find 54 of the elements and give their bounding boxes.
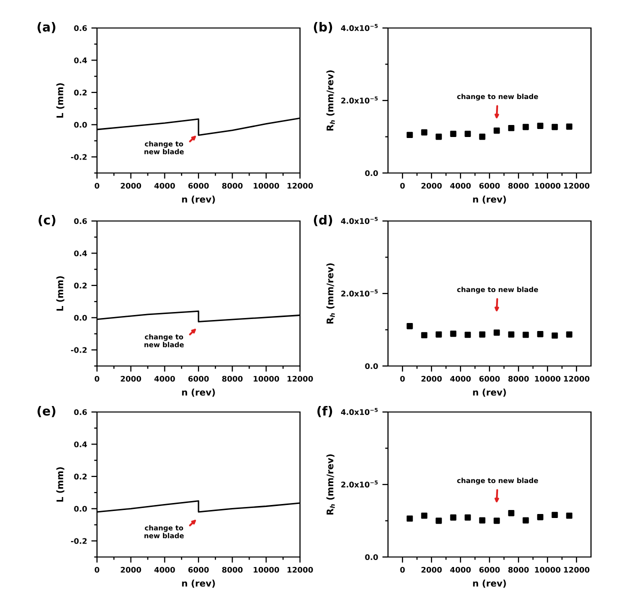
point (450, 130, 456, 137)
point (479, 134, 486, 140)
x-axis-title: n (rev) (473, 580, 506, 588)
point (464, 332, 471, 338)
point (508, 510, 514, 516)
point (522, 124, 529, 130)
point (508, 124, 514, 132)
point (479, 517, 486, 524)
point (522, 517, 529, 524)
point (421, 332, 428, 338)
point (552, 512, 558, 518)
x-axis-title: n (rev) (182, 580, 215, 588)
point (522, 332, 529, 338)
chart-title: (d) (314, 214, 332, 226)
chart-title: (c) (38, 214, 56, 226)
point (436, 331, 442, 338)
point (406, 132, 413, 138)
point (566, 331, 572, 338)
y-axis-title: L (mm) (56, 276, 64, 311)
y-axis-title: L (mm) (56, 467, 64, 502)
point (406, 323, 413, 330)
point (464, 130, 471, 137)
y-axis-title: R$_{h}$ (mm/rev) (326, 263, 335, 324)
x-axis-title: n (rev) (182, 388, 215, 397)
point (552, 124, 558, 130)
chart-title: (f) (317, 406, 332, 418)
point (508, 331, 514, 338)
y-axis-title: R$_{h}$ (mm/rev) (326, 70, 335, 131)
y-axis-title: R$_{h}$ (mm/rev) (326, 454, 335, 515)
point (436, 134, 442, 140)
point (537, 331, 544, 338)
point (450, 330, 456, 337)
point (566, 512, 572, 519)
point (566, 124, 572, 130)
chart-title: (a) (38, 22, 56, 34)
point (494, 127, 500, 134)
point (552, 332, 558, 339)
x-axis-title: n (rev) (473, 388, 506, 397)
point (421, 512, 428, 519)
point (537, 122, 544, 129)
point (464, 514, 471, 521)
chart-title: (b) (314, 22, 332, 34)
point (494, 330, 500, 336)
chart-title: (e) (38, 406, 56, 418)
x-axis-title: n (rev) (473, 196, 506, 204)
point (494, 518, 500, 524)
y-axis-title: L (mm) (56, 83, 64, 118)
x-axis-title: n (rev) (182, 196, 215, 204)
point (479, 331, 486, 338)
point (537, 514, 544, 520)
point (436, 518, 442, 524)
point (450, 514, 456, 521)
point (421, 129, 428, 136)
point (406, 515, 413, 522)
